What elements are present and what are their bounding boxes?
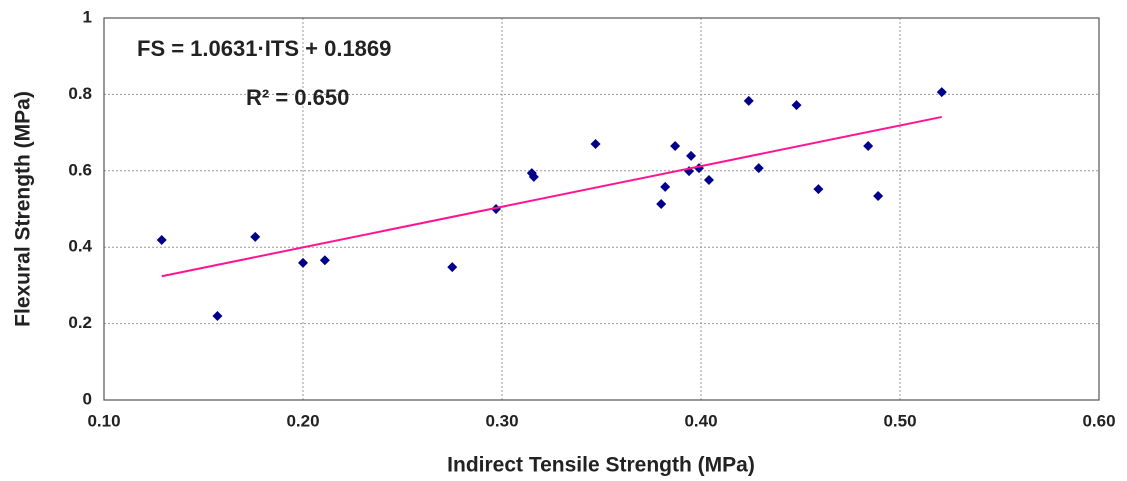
data-point	[863, 140, 874, 151]
x-tick-label: 0.50	[883, 411, 916, 430]
equation: FS = 1.0631·ITS + 0.1869	[137, 36, 391, 61]
data-point	[791, 100, 802, 111]
data-point	[212, 310, 223, 321]
data-point	[319, 255, 330, 266]
x-tick-label: 0.10	[87, 411, 120, 430]
data-point	[156, 234, 167, 245]
data-point	[686, 150, 697, 161]
y-tick-label: 1	[83, 7, 92, 26]
data-point	[660, 181, 671, 192]
y-tick-label: 0.8	[68, 84, 92, 103]
data-point	[528, 171, 539, 182]
x-tick-label: 0.40	[684, 411, 717, 430]
data-point	[813, 184, 824, 195]
data-point	[873, 191, 884, 202]
y-axis-title: Flexural Strength (MPa)	[12, 91, 35, 327]
data-point	[250, 231, 261, 242]
trend-line	[161, 115, 942, 278]
data-point	[753, 163, 764, 174]
x-tick-label: 0.20	[286, 411, 319, 430]
data-point	[703, 174, 714, 185]
data-point	[447, 262, 458, 273]
data-point	[298, 257, 308, 268]
y-tick-label: 0	[83, 389, 92, 408]
data-point	[743, 95, 754, 106]
x-axis-title: Indirect Tensile Strength (MPa)	[447, 454, 755, 477]
plot-border	[103, 17, 1100, 401]
data-point	[936, 87, 947, 98]
data-point	[670, 140, 681, 151]
y-tick-label: 0.6	[68, 160, 92, 179]
x-tick-label: 0.60	[1082, 411, 1115, 430]
x-tick-label: 0.30	[485, 411, 518, 430]
data-point	[590, 139, 601, 150]
r-squared: R² = 0.650	[246, 85, 349, 110]
y-tick-label: 0.2	[68, 313, 92, 332]
data-point	[656, 199, 667, 210]
y-tick-label: 0.4	[68, 237, 92, 256]
